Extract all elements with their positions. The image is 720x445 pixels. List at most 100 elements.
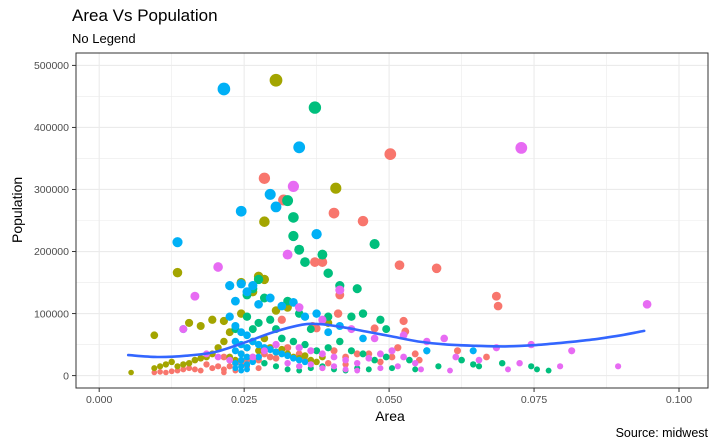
data-point-blue (225, 281, 235, 291)
data-point-blue (290, 354, 297, 362)
data-point-pink (568, 347, 576, 355)
data-point-blue (284, 352, 292, 360)
data-point-blue (243, 344, 251, 352)
data-point-pink (394, 363, 401, 370)
data-point-blue (312, 309, 321, 318)
data-point-green (347, 347, 355, 355)
data-point-red (277, 315, 286, 324)
x-tick-label: 0.075 (521, 394, 547, 406)
data-point-blue (237, 350, 245, 358)
data-point-red (377, 358, 384, 366)
data-point-red (353, 350, 361, 358)
data-point-blue (469, 347, 477, 355)
data-point-blue (236, 279, 246, 289)
data-point-red (453, 347, 462, 355)
data-point-green (254, 318, 263, 327)
data-point-blue (289, 298, 298, 307)
data-point-red (394, 260, 405, 271)
data-point-blue (217, 82, 231, 96)
data-point-pink (190, 291, 200, 301)
data-point-red (272, 354, 280, 362)
data-point-red (180, 366, 187, 373)
data-point-red (209, 365, 216, 372)
data-point-blue (172, 237, 183, 248)
data-point-green (296, 367, 303, 374)
data-point-blue (272, 348, 280, 356)
data-point-blue (237, 356, 245, 364)
y-tick-label: 300000 (34, 184, 69, 196)
data-point-red (151, 369, 158, 376)
data-point-pink (318, 350, 326, 358)
data-point-blue (243, 353, 251, 361)
data-point-green (534, 366, 540, 373)
data-point-red (226, 363, 233, 370)
data-point-olive (197, 354, 205, 362)
data-point-red (191, 366, 198, 373)
data-point-green (308, 101, 322, 114)
data-point-red (330, 347, 338, 355)
data-point-olive (162, 361, 170, 368)
data-point-green (294, 244, 305, 255)
x-tick-label: 0.100 (666, 394, 692, 406)
data-point-pink (377, 365, 384, 372)
data-point-red (174, 367, 181, 374)
x-tick-label: 0.025 (231, 394, 257, 406)
data-point-green (359, 350, 367, 358)
data-point-green (352, 284, 362, 294)
data-point-blue (301, 358, 309, 366)
data-point-pink (319, 365, 326, 372)
x-axis-label: Area (375, 408, 405, 424)
data-point-pink (411, 359, 419, 367)
data-point-green (382, 353, 390, 361)
data-point-red (197, 367, 204, 374)
data-point-red (324, 359, 332, 367)
data-point-red (255, 365, 262, 372)
y-tick-label: 100000 (34, 308, 69, 320)
data-point-pink (370, 334, 379, 343)
data-point-pink (295, 344, 303, 352)
data-point-green (358, 309, 368, 318)
data-point-green (253, 274, 264, 285)
data-point-red (411, 350, 419, 358)
data-point-green (369, 239, 380, 250)
data-point-green (412, 366, 419, 373)
chart-caption: Source: midwest (615, 426, 708, 440)
data-point-pink (214, 353, 222, 361)
data-point-olive (128, 369, 134, 376)
x-tick-label: 0.000 (86, 394, 112, 406)
data-point-red (168, 368, 175, 375)
data-point-blue (231, 347, 239, 355)
data-point-red (491, 291, 501, 301)
data-point-blue (300, 312, 310, 321)
data-point-pink (272, 340, 280, 349)
data-point-red (333, 309, 343, 318)
data-point-blue (225, 312, 234, 321)
data-point-olive (255, 347, 263, 355)
data-point-olive (151, 365, 158, 372)
data-point-red (388, 353, 396, 361)
y-tick-label: 200000 (34, 246, 69, 258)
y-tick-label: 400000 (34, 122, 69, 134)
data-point-pink (475, 356, 483, 364)
data-point-red (317, 257, 328, 267)
data-point-blue (242, 287, 252, 297)
data-point-red (394, 344, 402, 352)
data-point-pink (342, 356, 349, 364)
data-point-blue (231, 321, 240, 331)
data-point-olive (150, 331, 159, 340)
data-point-pink (342, 366, 349, 373)
data-point-pink (388, 347, 396, 355)
data-point-red (310, 257, 320, 267)
data-point-pink (213, 262, 223, 272)
data-point-blue (244, 366, 250, 373)
chart-title: Area Vs Population (72, 6, 218, 25)
data-point-pink (452, 353, 460, 361)
data-point-green (324, 344, 332, 352)
data-point-blue (278, 350, 286, 358)
data-point-blue (277, 301, 287, 311)
data-point-green (388, 365, 396, 372)
data-point-green (301, 340, 309, 349)
data-point-pink (260, 347, 268, 355)
data-point-blue (266, 345, 274, 354)
data-point-red (483, 353, 490, 361)
